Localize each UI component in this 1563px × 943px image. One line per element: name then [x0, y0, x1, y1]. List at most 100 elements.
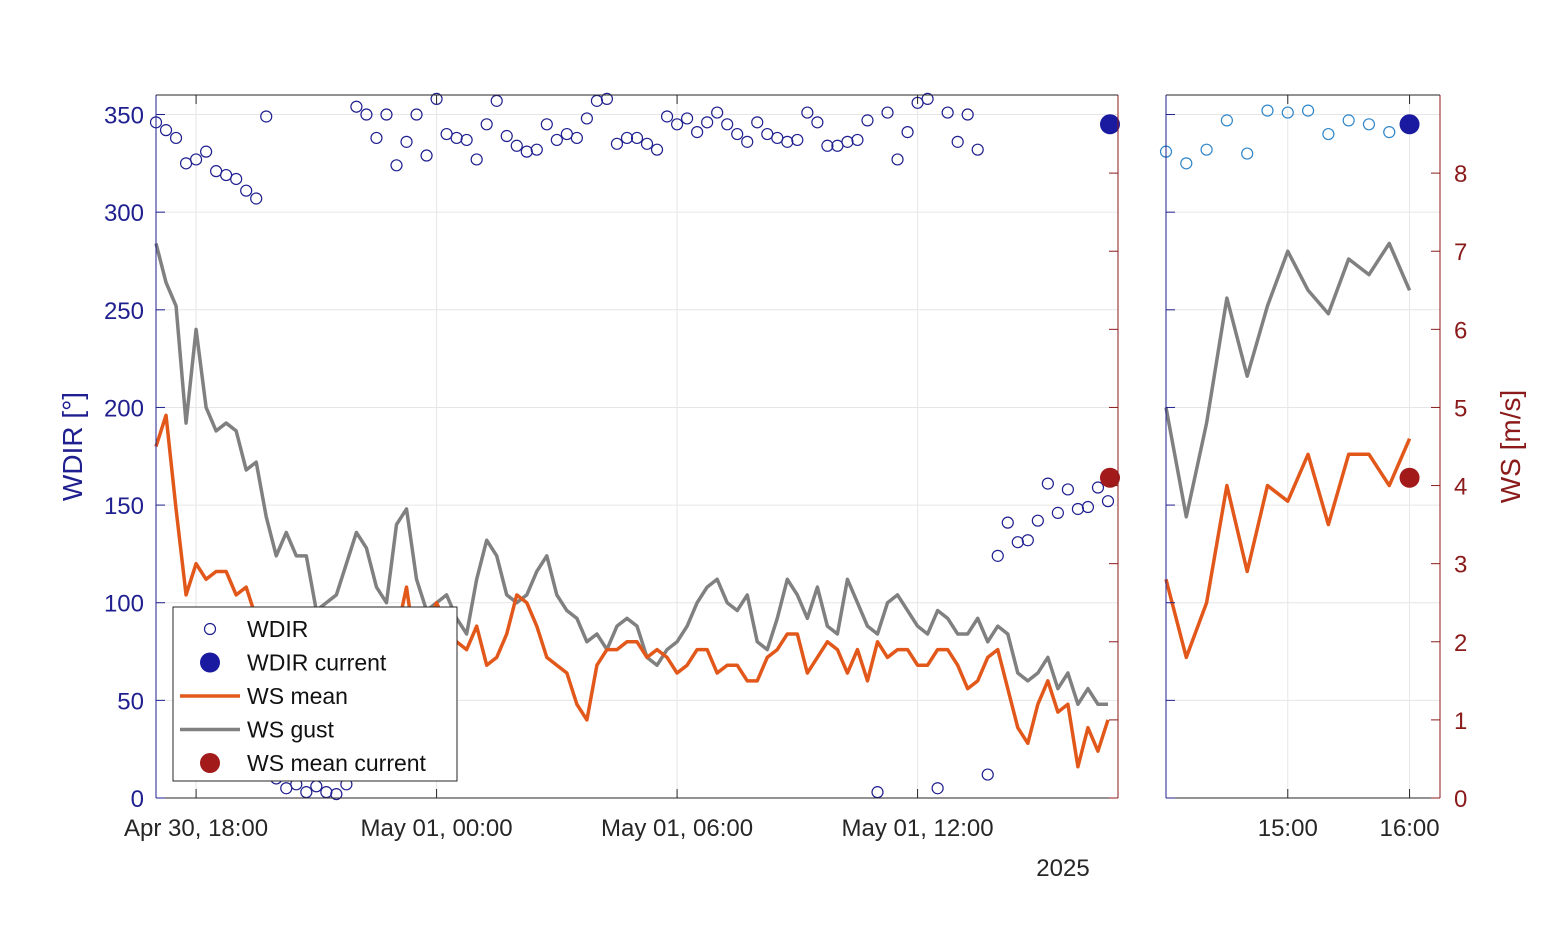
- wdir-point: [400, 135, 413, 148]
- zoom-wdir-point: [1281, 106, 1294, 119]
- wdir-point: [841, 135, 854, 148]
- wdir-point: [721, 118, 734, 131]
- ws-gust-line: [154, 242, 1108, 707]
- right-axis-title: WS [m/s]: [1495, 390, 1526, 504]
- wdir-point: [681, 112, 694, 125]
- zoom-ws-mean-current-point: [1399, 467, 1420, 488]
- wdir-point: [881, 106, 894, 119]
- wdir-point: [310, 780, 323, 793]
- right-tick-label: 3: [1454, 552, 1467, 579]
- wdir-point: [580, 112, 593, 125]
- wdir-point: [781, 135, 794, 148]
- wdir-point: [851, 133, 864, 147]
- wdir-point: [390, 159, 403, 172]
- right-tick-label: 0: [1454, 786, 1467, 813]
- left-tick-label: 350: [104, 103, 144, 130]
- wdir-point: [420, 149, 433, 162]
- wdir-point: [951, 135, 964, 148]
- wdir-point: [620, 131, 634, 145]
- ws-mean-current-point: [1099, 467, 1120, 488]
- wdir-point: [169, 131, 183, 145]
- wdir-point: [1061, 483, 1074, 496]
- wdir-point: [550, 133, 563, 147]
- zoom-wdir-point: [1301, 104, 1315, 117]
- wdir-point: [470, 153, 483, 166]
- zoom-ws-mean-line: [1164, 437, 1412, 660]
- x-tick-label: May 01, 06:00: [601, 815, 753, 842]
- wdir-point: [440, 127, 453, 141]
- x-tick-label: May 01, 00:00: [361, 815, 513, 842]
- wdir-point: [350, 100, 363, 113]
- wdir-point: [901, 126, 914, 139]
- wdir-point: [751, 116, 764, 129]
- x-tick-label: Apr 30, 18:00: [124, 815, 268, 842]
- wdir-point: [560, 127, 573, 141]
- wdir-point: [1031, 514, 1044, 527]
- left-tick-label: 50: [117, 688, 144, 715]
- wdir-point: [330, 787, 343, 801]
- wdir-point: [670, 118, 684, 131]
- legend-marker-current: [200, 753, 220, 773]
- wdir-point: [1001, 516, 1014, 529]
- legend-label: WS mean current: [247, 750, 427, 776]
- wdir-point: [189, 153, 203, 166]
- zoom-x-tick-label: 16:00: [1380, 815, 1440, 842]
- wdir-point: [640, 137, 654, 150]
- wdir-point: [380, 108, 393, 121]
- zoom-wdir-point: [1261, 104, 1274, 117]
- wdir-point: [480, 118, 493, 131]
- wdir-point: [1101, 495, 1115, 508]
- wdir-point: [360, 108, 373, 121]
- right-tick-label: 7: [1454, 239, 1467, 266]
- wdir-point: [630, 131, 644, 145]
- wdir-point: [500, 129, 513, 143]
- wdir-point: [971, 143, 984, 156]
- wdir-current-point: [1099, 114, 1120, 135]
- zoom-wdir-point: [1383, 126, 1396, 139]
- wdir-point: [530, 143, 543, 156]
- wdir-point: [691, 126, 704, 139]
- wdir-point: [280, 782, 293, 795]
- zoom-wdir-point: [1200, 143, 1213, 156]
- zoom-wdir-point: [1220, 114, 1233, 127]
- wdir-point: [981, 768, 994, 781]
- wdir-point: [320, 786, 333, 799]
- zoom-wdir-point: [1241, 147, 1254, 160]
- wdir-point: [200, 145, 213, 158]
- zoom-wdir-current-point: [1399, 114, 1420, 135]
- left-tick-label: 150: [104, 493, 144, 520]
- wdir-point: [660, 110, 674, 123]
- left-tick-label: 250: [104, 298, 144, 325]
- wdir-point: [731, 127, 744, 141]
- zoom-wdir-point: [1342, 114, 1355, 127]
- wdir-point: [961, 108, 974, 121]
- zoom-wdir-point: [1362, 118, 1376, 131]
- wdir-point: [711, 106, 724, 119]
- legend-label: WDIR: [247, 616, 308, 642]
- left-tick-label: 100: [104, 591, 144, 618]
- wdir-point: [1041, 477, 1054, 490]
- wdir-point: [701, 116, 714, 129]
- right-tick-label: 2: [1454, 630, 1467, 657]
- zoom-x-tick-label: 15:00: [1258, 815, 1318, 842]
- wdir-point: [590, 94, 604, 107]
- wdir-point: [831, 139, 844, 152]
- zoom-wdir-point: [1180, 157, 1193, 170]
- wdir-point: [821, 139, 834, 152]
- x-year-label: 2025: [1036, 855, 1089, 882]
- wdir-point: [1021, 534, 1034, 547]
- wdir-point: [570, 131, 583, 145]
- wdir-point: [430, 92, 443, 106]
- x-tick-label: May 01, 12:00: [842, 815, 994, 842]
- wdir-point: [1051, 506, 1064, 519]
- wdir-point: [921, 92, 934, 106]
- wdir-point: [220, 168, 233, 182]
- wdir-point: [741, 135, 754, 148]
- wdir-point: [159, 124, 173, 137]
- wdir-point: [540, 118, 553, 131]
- wdir-point: [801, 106, 814, 119]
- wdir-point: [791, 133, 804, 147]
- left-axis-title: WDIR [°]: [57, 392, 88, 501]
- wdir-point: [991, 549, 1004, 562]
